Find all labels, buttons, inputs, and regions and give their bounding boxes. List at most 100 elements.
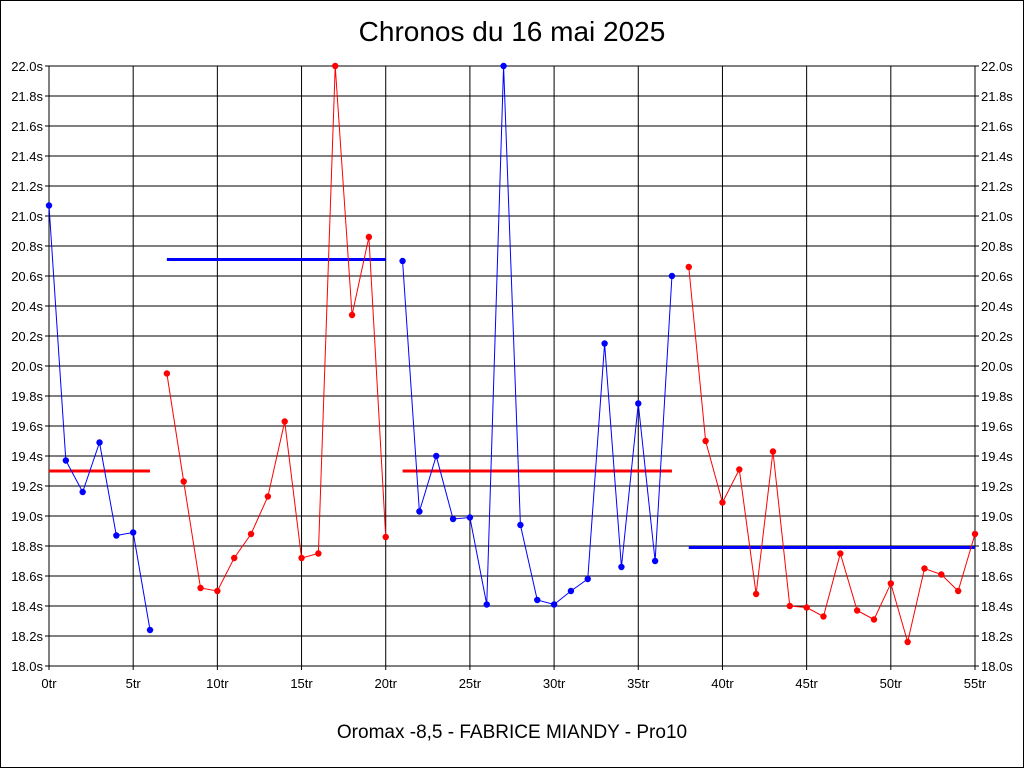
y-tick-label-right: 21.2s bbox=[981, 179, 1013, 194]
data-point bbox=[483, 601, 490, 608]
x-tick-label: 30tr bbox=[543, 676, 566, 691]
y-tick-label-right: 22.0s bbox=[981, 59, 1013, 74]
data-point bbox=[281, 418, 288, 425]
data-point bbox=[736, 466, 743, 473]
y-tick-label-right: 18.6s bbox=[981, 569, 1013, 584]
data-point bbox=[45, 202, 53, 209]
data-point bbox=[433, 452, 440, 460]
data-point bbox=[500, 62, 507, 70]
y-tick-label-right: 18.2s bbox=[981, 629, 1013, 644]
data-point bbox=[954, 587, 962, 595]
data-point bbox=[584, 575, 591, 583]
y-tick-label-left: 19.0s bbox=[11, 509, 43, 524]
data-point bbox=[163, 370, 171, 377]
data-point bbox=[887, 580, 895, 587]
data-point bbox=[752, 590, 760, 598]
y-tick-label-right: 19.6s bbox=[981, 419, 1013, 434]
data-point bbox=[820, 613, 827, 620]
data-point bbox=[550, 601, 558, 608]
data-point bbox=[786, 602, 793, 610]
y-tick-label-left: 19.6s bbox=[11, 419, 43, 434]
x-tick-label: 35tr bbox=[627, 676, 650, 691]
x-tick-label: 25tr bbox=[459, 676, 482, 691]
data-point bbox=[180, 478, 187, 485]
x-tick-label: 50tr bbox=[880, 676, 903, 691]
y-tick-label-right: 19.2s bbox=[981, 479, 1013, 494]
y-tick-label-right: 19.8s bbox=[981, 389, 1013, 404]
series-line-2 bbox=[166, 65, 387, 592]
y-tick-label-right: 19.4s bbox=[981, 449, 1013, 464]
x-tick-label: 20tr bbox=[375, 676, 398, 691]
data-point bbox=[62, 457, 70, 464]
y-tick-label-right: 21.6s bbox=[981, 119, 1013, 134]
y-tick-label-right: 21.0s bbox=[981, 209, 1013, 224]
data-point bbox=[466, 514, 474, 521]
y-tick-label-left: 18.8s bbox=[11, 539, 43, 554]
x-tick-label: 45tr bbox=[795, 676, 818, 691]
data-point bbox=[416, 508, 423, 515]
data-point bbox=[449, 515, 457, 523]
data-point bbox=[315, 550, 322, 557]
data-point bbox=[298, 554, 305, 562]
y-tick-label-right: 18.4s bbox=[981, 599, 1013, 614]
x-tick-label: 15tr bbox=[290, 676, 313, 691]
y-tick-label-right: 20.2s bbox=[981, 329, 1013, 344]
data-point bbox=[668, 272, 676, 280]
y-tick-label-left: 21.4s bbox=[11, 149, 43, 164]
y-tick-label-right: 18.0s bbox=[981, 659, 1013, 674]
y-tick-label-left: 20.0s bbox=[11, 359, 43, 374]
y-tick-label-right: 21.8s bbox=[981, 89, 1013, 104]
y-tick-label-right: 19.0s bbox=[981, 509, 1013, 524]
x-tick-label: 0tr bbox=[41, 676, 57, 691]
y-tick-label-right: 21.4s bbox=[981, 149, 1013, 164]
y-tick-label-left: 19.2s bbox=[11, 479, 43, 494]
data-point bbox=[921, 565, 928, 572]
data-point bbox=[129, 529, 137, 536]
y-tick-label-left: 22.0s bbox=[11, 59, 43, 74]
y-tick-label-left: 18.0s bbox=[11, 659, 43, 674]
data-point bbox=[567, 587, 575, 595]
data-point bbox=[853, 607, 861, 614]
series-line-4 bbox=[688, 266, 976, 644]
data-point bbox=[651, 557, 659, 565]
x-tick-label: 10tr bbox=[206, 676, 229, 691]
data-point bbox=[332, 62, 339, 70]
data-point bbox=[534, 596, 541, 604]
data-point bbox=[399, 257, 406, 265]
data-point bbox=[601, 340, 608, 347]
series-line-1 bbox=[48, 205, 151, 631]
data-point bbox=[79, 488, 86, 496]
data-point bbox=[685, 263, 692, 271]
x-tick-label: 5tr bbox=[126, 676, 142, 691]
data-point bbox=[231, 554, 238, 562]
data-point bbox=[719, 499, 726, 506]
data-point bbox=[247, 530, 255, 538]
plot-border bbox=[48, 65, 976, 667]
data-point bbox=[146, 626, 154, 634]
y-tick-label-left: 21.6s bbox=[11, 119, 43, 134]
y-tick-label-left: 20.6s bbox=[11, 269, 43, 284]
data-point bbox=[517, 521, 524, 529]
y-tick-label-left: 20.4s bbox=[11, 299, 43, 314]
y-tick-label-left: 19.4s bbox=[11, 449, 43, 464]
data-point bbox=[837, 550, 844, 557]
y-tick-label-left: 21.8s bbox=[11, 89, 43, 104]
data-point bbox=[96, 439, 103, 446]
y-tick-label-left: 20.8s bbox=[11, 239, 43, 254]
chart-subtitle: Oromax -8,5 - FABRICE MIANDY - Pro10 bbox=[336, 722, 688, 743]
y-tick-label-right: 20.4s bbox=[981, 299, 1013, 314]
x-tick-label: 40tr bbox=[711, 676, 734, 691]
data-point bbox=[803, 604, 810, 611]
x-tick-label: 55tr bbox=[964, 676, 987, 691]
data-point bbox=[382, 533, 389, 541]
data-point bbox=[197, 584, 204, 592]
data-point bbox=[348, 311, 356, 319]
data-point bbox=[904, 638, 911, 646]
y-tick-label-right: 20.0s bbox=[981, 359, 1013, 374]
y-tick-label-right: 20.8s bbox=[981, 239, 1013, 254]
data-point bbox=[938, 571, 945, 578]
data-point bbox=[365, 233, 373, 241]
y-tick-label-left: 18.6s bbox=[11, 569, 43, 584]
